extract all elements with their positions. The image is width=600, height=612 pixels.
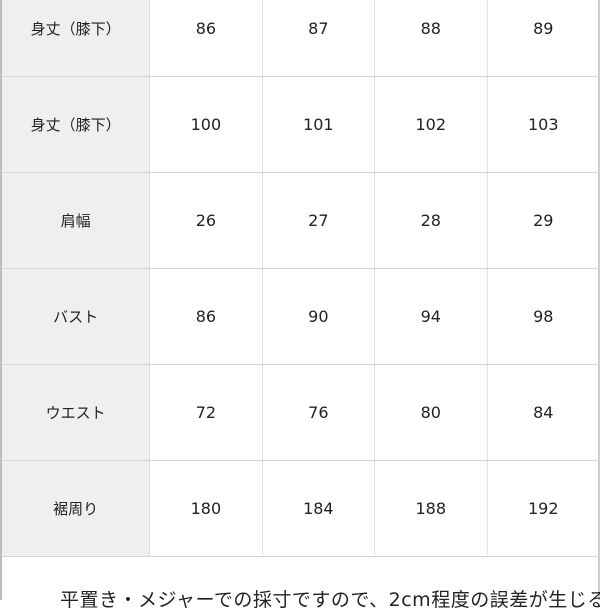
table-cell: 188 — [374, 460, 488, 557]
table-cell: 89 — [487, 0, 600, 77]
table-cell: 86 — [149, 268, 263, 365]
table-row: バスト 86 90 94 98 — [2, 268, 600, 365]
table-cell: 28 — [374, 172, 488, 269]
table-cell: 102 — [374, 76, 488, 173]
table-cell: 84 — [487, 364, 600, 461]
measurement-note: 平置き・メジャーでの採寸ですので、2cm程度の誤差が生じる — [60, 589, 600, 611]
table-cell: 87 — [262, 0, 376, 77]
table-cell: 100 — [149, 76, 263, 173]
table-row: 裾周り 180 184 188 192 — [2, 460, 600, 557]
row-label: 肩幅 — [2, 172, 151, 269]
row-label: 身丈（膝下） — [2, 0, 151, 77]
table-cell: 27 — [262, 172, 376, 269]
table-cell: 101 — [262, 76, 376, 173]
table-cell: 98 — [487, 268, 600, 365]
row-label: バスト — [2, 268, 151, 365]
row-label: ウエスト — [2, 364, 151, 461]
table-row: 肩幅 26 27 28 29 — [2, 172, 600, 269]
row-label: 身丈（膝下） — [2, 76, 151, 173]
table-cell: 80 — [374, 364, 488, 461]
table-cell: 29 — [487, 172, 600, 269]
table-cell: 90 — [262, 268, 376, 365]
row-label: 裾周り — [2, 460, 151, 557]
table-cell: 180 — [149, 460, 263, 557]
table-cell: 86 — [149, 0, 263, 77]
size-table: 身丈（膝下） 86 87 88 89 身丈（膝下） 100 101 102 103 肩幅 26 27 28… — [2, 0, 600, 557]
table-cell: 94 — [374, 268, 488, 365]
table-row: ウエスト 72 76 80 84 — [2, 364, 600, 461]
table-row: 身丈（膝下） 86 87 88 89 — [2, 0, 600, 77]
table-cell: 103 — [487, 76, 600, 173]
table-cell: 26 — [149, 172, 263, 269]
table-cell: 72 — [149, 364, 263, 461]
table-cell: 184 — [262, 460, 376, 557]
table-row: 身丈（膝下） 100 101 102 103 — [2, 76, 600, 173]
table-cell: 88 — [374, 0, 488, 77]
table-cell: 192 — [487, 460, 600, 557]
table-cell: 76 — [262, 364, 376, 461]
